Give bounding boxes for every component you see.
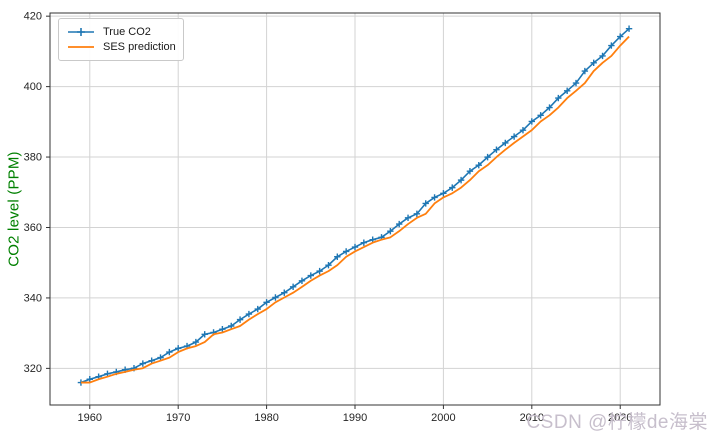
x-tick-label: 1990 [343, 412, 367, 424]
series-true-co2 [77, 25, 633, 386]
y-axis-label: CO2 level (PPM) [5, 151, 23, 267]
y-axis-ticks: 320 340 360 380 400 420 [24, 11, 50, 375]
x-axis-ticks: 1960 1970 1980 1990 2000 2010 2020 [78, 405, 632, 424]
y-tick-label: 400 [24, 81, 42, 93]
true-co2-line-marker-icon [68, 28, 94, 36]
legend: True CO2 SES prediction [58, 18, 184, 61]
x-tick-label: 2020 [608, 412, 632, 424]
x-tick-label: 2000 [431, 412, 455, 424]
x-tick-label: 1970 [166, 412, 190, 424]
legend-item-true-co2: True CO2 [66, 25, 175, 39]
y-tick-label: 360 [24, 222, 42, 234]
x-tick-label: 1960 [78, 412, 102, 424]
legend-item-ses-prediction: SES prediction [66, 40, 176, 54]
y-tick-label: 340 [24, 292, 42, 304]
grid [50, 13, 660, 405]
legend-label-true-co2: True CO2 [103, 26, 151, 38]
legend-label-ses-prediction: SES prediction [103, 41, 176, 53]
y-tick-label: 320 [24, 363, 42, 375]
ses-prediction-line-icon [68, 46, 94, 48]
series-ses-prediction [80, 35, 630, 384]
x-tick-label: 1980 [254, 412, 278, 424]
y-tick-label: 420 [24, 11, 42, 23]
y-tick-label: 380 [24, 152, 42, 164]
x-tick-label: 2010 [520, 412, 544, 424]
watermark: CSDN @柠檬de海棠 [526, 412, 708, 433]
